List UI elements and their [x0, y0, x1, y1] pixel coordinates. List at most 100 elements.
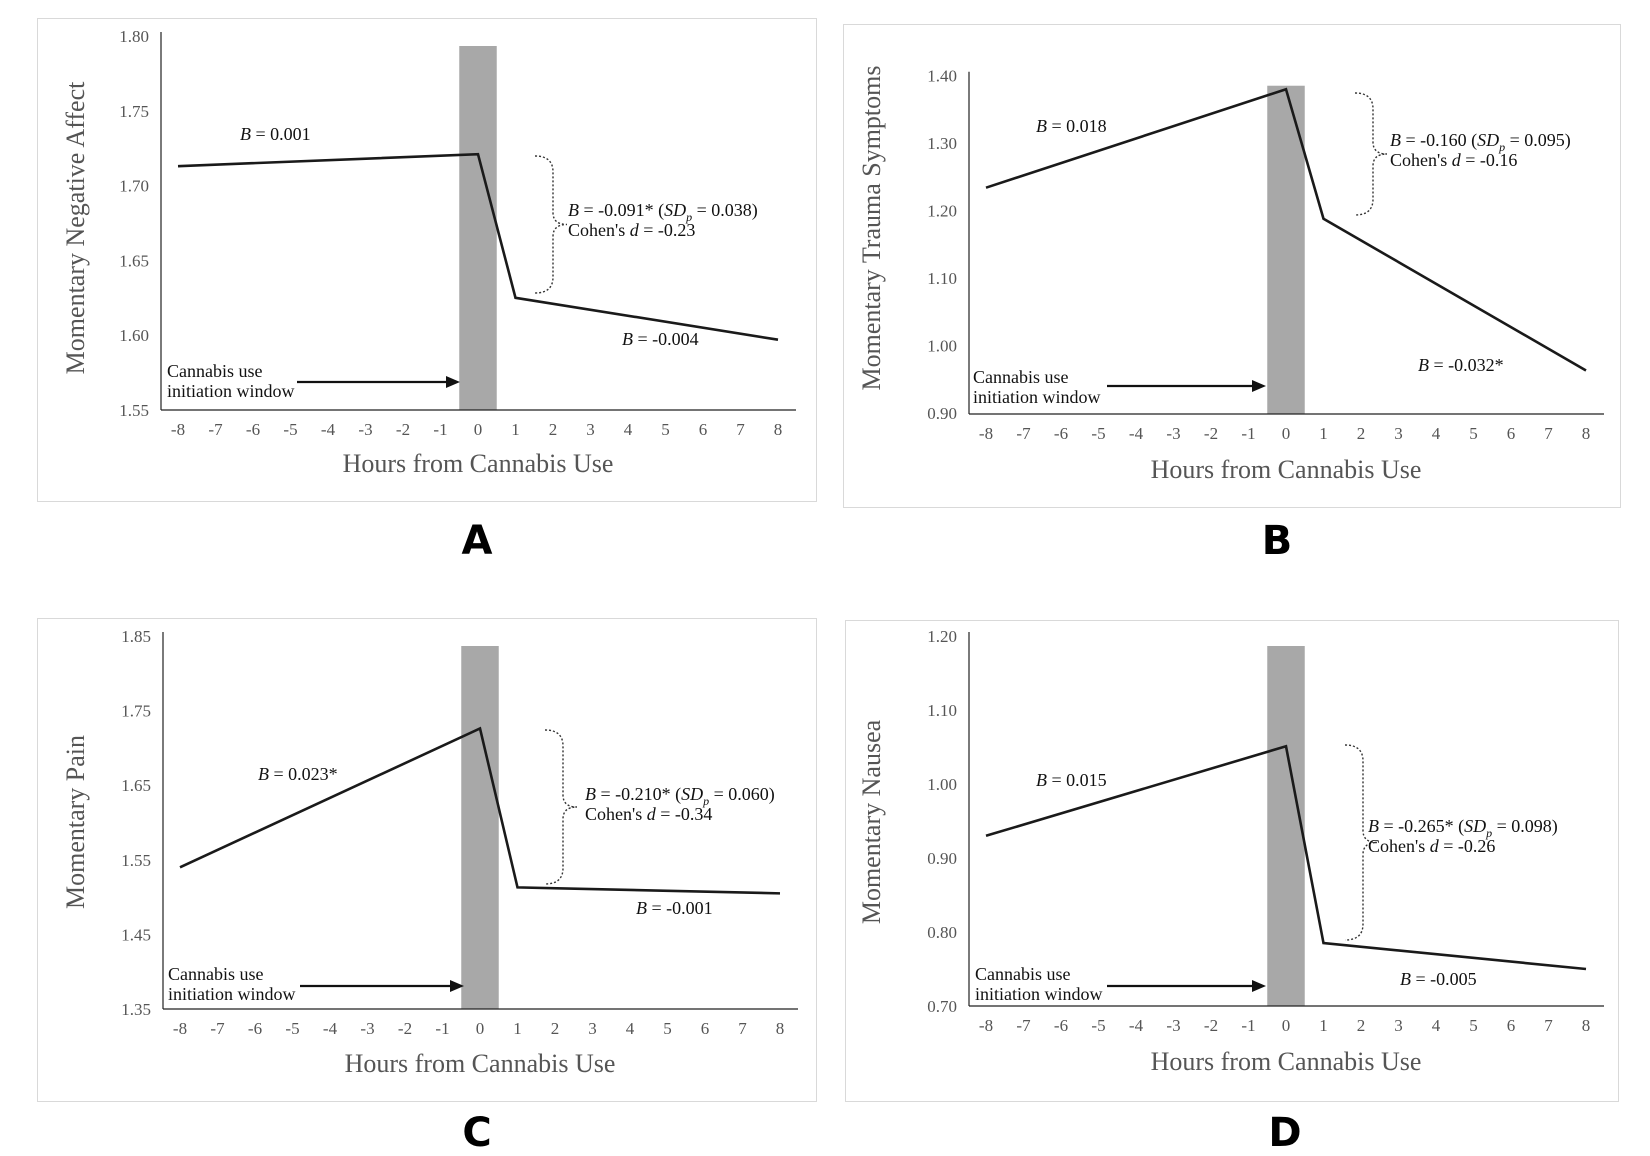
- post-slope-label: B = -0.001: [636, 898, 713, 918]
- jump-effect-label: B = -0.091* (SDp = 0.038): [568, 200, 758, 224]
- y-tick-label: 0.90: [927, 404, 957, 423]
- x-tick-label: -8: [171, 420, 185, 439]
- pre-slope-label: B = 0.023*: [258, 764, 338, 784]
- x-tick-label: 5: [661, 420, 670, 439]
- x-tick-label: -5: [1091, 424, 1105, 443]
- y-tick-label: 1.40: [927, 67, 957, 86]
- y-tick-label: 1.65: [119, 251, 149, 270]
- cohens-d-label: Cohen's d = -0.16: [1390, 150, 1517, 170]
- window-label-line2: initiation window: [975, 984, 1103, 1004]
- panel-d-frame: [845, 620, 1619, 1102]
- x-tick-label: -8: [173, 1019, 187, 1038]
- x-tick-label: 7: [736, 420, 745, 439]
- y-tick-label: 1.20: [927, 202, 957, 221]
- y-tick-label: 1.75: [119, 102, 149, 121]
- trajectory-line: [985, 87, 1587, 372]
- x-tick-label: -4: [323, 1019, 338, 1038]
- window-arrow-head-icon: [1252, 380, 1266, 392]
- x-tick-label: -6: [248, 1019, 262, 1038]
- y-tick-label: 1.00: [927, 337, 957, 356]
- y-tick-label: 0.70: [927, 997, 957, 1016]
- x-tick-label: 7: [738, 1019, 747, 1038]
- chart-a-group: 1.55 1.60 1.65 1.70 1.75 1.80 -8 -7 -6 -5 -4 -3 -2 -1…: [61, 27, 796, 478]
- y-tick-label: 1.70: [119, 177, 149, 196]
- x-tick-label: 0: [476, 1019, 485, 1038]
- jump-effect-label: B = -0.265* (SDp = 0.098): [1368, 816, 1558, 840]
- trajectory-line: [177, 152, 779, 341]
- y-tick-label: 1.30: [927, 134, 957, 153]
- x-tick-label: 7: [1544, 424, 1553, 443]
- cohens-d-label: Cohen's d = -0.23: [568, 220, 695, 240]
- x-tick-label: -7: [1016, 1016, 1031, 1035]
- x-tick-label: 2: [1357, 1016, 1366, 1035]
- x-tick-label: -3: [360, 1019, 374, 1038]
- x-tick-label: 6: [1507, 424, 1516, 443]
- panel-b-letter: B: [1261, 518, 1293, 564]
- x-tick-label: 5: [1469, 1016, 1478, 1035]
- x-tick-label: 2: [549, 420, 558, 439]
- panel-a-letter: A: [461, 518, 493, 564]
- x-tick-label: 1: [1319, 424, 1328, 443]
- y-axis-title: Momentary Nausea: [857, 719, 886, 924]
- x-tick-label: 0: [1282, 424, 1291, 443]
- x-tick-label: 8: [776, 1019, 785, 1038]
- x-tick-label: 1: [511, 420, 520, 439]
- x-tick-label: -8: [979, 1016, 993, 1035]
- y-tick-label: 1.10: [927, 269, 957, 288]
- window-label-line1: Cannabis use: [973, 367, 1068, 387]
- y-tick-label: 1.80: [119, 27, 149, 46]
- x-tick-label: -5: [283, 420, 297, 439]
- window-arrow-head-icon: [450, 980, 464, 992]
- chart-d-group: 0.70 0.80 0.90 1.00 1.10 1.20 -8 -7 -6 -5 -4 -3 -2 -1…: [857, 627, 1604, 1076]
- x-tick-label: -3: [1166, 1016, 1180, 1035]
- x-tick-label: 0: [1282, 1016, 1291, 1035]
- x-tick-label: 4: [626, 1019, 635, 1038]
- panel-b-frame: [843, 24, 1621, 508]
- x-tick-label: 3: [588, 1019, 597, 1038]
- cohens-d-label: Cohen's d = -0.34: [585, 804, 712, 824]
- y-tick-label: 1.85: [121, 627, 151, 646]
- x-axis-title: Hours from Cannabis Use: [1151, 1047, 1422, 1076]
- jump-effect-label: B = -0.210* (SDp = 0.060): [585, 784, 775, 808]
- y-tick-label: 0.90: [927, 849, 957, 868]
- x-tick-label: -2: [396, 420, 410, 439]
- x-tick-label: -1: [1241, 424, 1255, 443]
- x-tick-label: 7: [1544, 1016, 1553, 1035]
- y-tick-label: 0.80: [927, 923, 957, 942]
- initiation-window-band: [1267, 646, 1305, 1006]
- x-tick-label: -8: [979, 424, 993, 443]
- initiation-window-band: [1267, 85, 1305, 415]
- x-tick-label: -5: [285, 1019, 299, 1038]
- jump-effect-label: B = -0.160 (SDp = 0.095): [1390, 130, 1571, 154]
- y-tick-label: 1.45: [121, 925, 151, 944]
- x-tick-label: 4: [1432, 1016, 1441, 1035]
- x-axis-title: Hours from Cannabis Use: [345, 1049, 616, 1078]
- y-tick-label: 1.10: [927, 701, 957, 720]
- x-tick-label: 8: [774, 420, 783, 439]
- jump-brace: [544, 729, 578, 885]
- x-tick-label: 3: [1394, 1016, 1403, 1035]
- x-tick-label: -6: [1054, 1016, 1068, 1035]
- x-tick-label: -7: [1016, 424, 1031, 443]
- y-axis-title: Momentary Trauma Symptoms: [857, 65, 886, 390]
- x-tick-label: 1: [513, 1019, 522, 1038]
- panel-c-frame: [37, 618, 817, 1102]
- y-axis-title: Momentary Pain: [61, 735, 90, 909]
- window-label-line1: Cannabis use: [975, 964, 1070, 984]
- jump-brace: [1344, 744, 1378, 941]
- pre-slope-label: B = 0.001: [240, 124, 311, 144]
- window-label-line1: Cannabis use: [167, 361, 262, 381]
- x-tick-label: 5: [1469, 424, 1478, 443]
- window-label-line2: initiation window: [973, 387, 1101, 407]
- post-slope-label: B = -0.032*: [1418, 355, 1504, 375]
- pre-slope-label: B = 0.015: [1036, 770, 1107, 790]
- x-tick-label: -7: [210, 1019, 225, 1038]
- x-tick-label: 2: [551, 1019, 560, 1038]
- chart-c-group: 1.35 1.45 1.55 1.65 1.75 1.85 -8 -7 -6 -5 -4 -3 -2 -1…: [61, 627, 798, 1078]
- y-tick-label: 1.00: [927, 775, 957, 794]
- post-slope-label: B = -0.005: [1400, 969, 1477, 989]
- y-tick-label: 1.20: [927, 627, 957, 646]
